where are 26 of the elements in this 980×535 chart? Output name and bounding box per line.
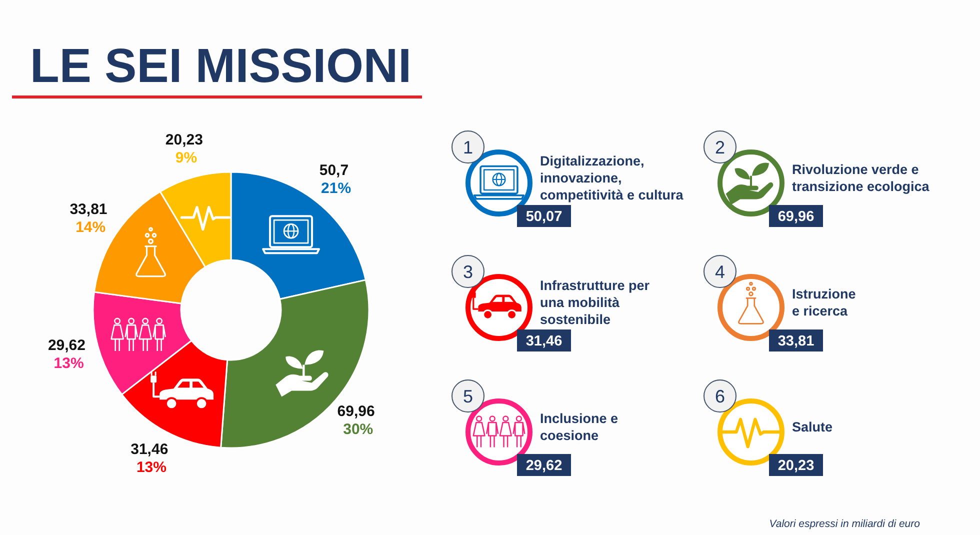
data-label: 29,62 — [526, 458, 562, 474]
data-label: 69,96 30% — [337, 403, 379, 438]
category-label: Istruzione e ricerca — [792, 286, 860, 319]
data-label: 50,07 — [526, 209, 562, 226]
text: Valori espressi in miliardi di euro — [769, 518, 920, 530]
text: 3 — [462, 262, 474, 282]
data-label: 31,46 13% — [130, 441, 172, 476]
category-label: Inclusione e coesione — [540, 411, 622, 444]
text: 6 — [714, 386, 726, 406]
data-label: 50,7 21% — [319, 162, 353, 198]
text: 2 — [714, 137, 726, 158]
data-label: 33,81 — [778, 334, 814, 350]
category-label: Digitalizzazione, innovazione, competitività e cultura — [540, 154, 684, 203]
data-label: 20,23 — [778, 458, 814, 474]
category-label: Salute — [792, 420, 834, 435]
data-label: 20,23 9% — [165, 131, 208, 166]
data-label: 69,96 — [778, 209, 814, 226]
category-label: Infrastrutture per una mobilità sostenibile — [540, 278, 654, 328]
chart-title: LE SEI MISSIONI — [30, 40, 412, 93]
data-label: 33,81 14% — [70, 201, 112, 236]
data-label: 29,62 13% — [48, 337, 90, 372]
text: 1 — [462, 137, 474, 158]
category-label: Rivoluzione verde e transizione ecologica — [792, 162, 930, 194]
text: 4 — [714, 262, 726, 282]
text: 5 — [462, 386, 474, 406]
data-label: 31,46 — [526, 334, 562, 350]
